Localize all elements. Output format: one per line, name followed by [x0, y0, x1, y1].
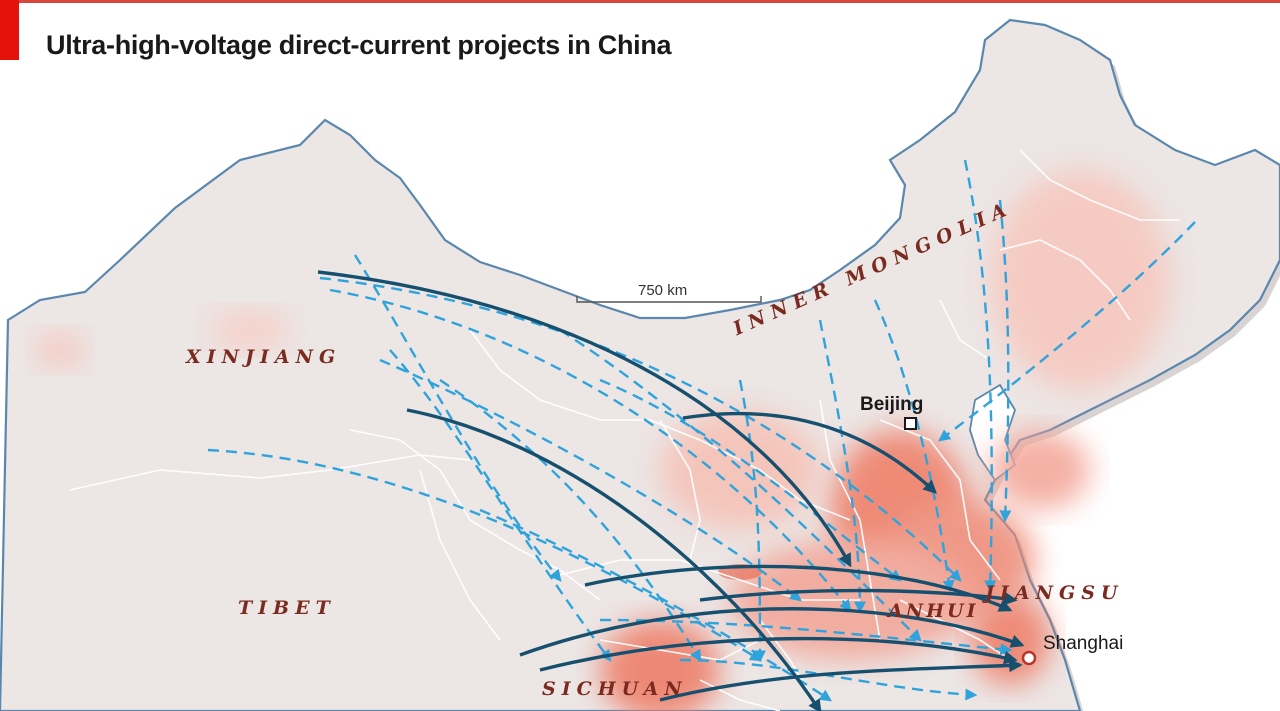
- dashed-line-3: [353, 254, 562, 582]
- shanghai-marker: [1021, 650, 1037, 666]
- solid-line-3: [682, 411, 937, 494]
- solid-line-6: [539, 636, 1018, 672]
- beijing-marker: [904, 417, 917, 430]
- solid-line-5: [519, 607, 1025, 657]
- dashed-line-4: [389, 349, 612, 662]
- solid-transmission-lines: [317, 270, 1025, 711]
- dashed-line-16: [599, 618, 1013, 656]
- map-title: Ultra-high-voltage direct-current projec…: [46, 30, 672, 60]
- solid-line-8: [699, 588, 1018, 606]
- dashed-line-14: [998, 199, 1012, 523]
- region-label-sichuan: SICHUAN: [542, 678, 688, 700]
- dashed-line-13: [963, 159, 997, 593]
- region-label-xinjiang: XINJIANG: [186, 346, 342, 368]
- solid-line-1: [317, 270, 852, 568]
- dashed-line-12: [873, 299, 955, 593]
- solid-line-7: [659, 658, 1023, 702]
- region-label-tibet: TIBET: [238, 597, 336, 619]
- population-density: [35, 170, 1170, 711]
- dashed-line-18: [479, 508, 832, 702]
- solid-line-4: [584, 564, 1013, 612]
- dashed-line-6: [207, 448, 763, 662]
- dashed-transmission-lines: [207, 159, 1196, 702]
- dashed-line-10: [738, 379, 766, 663]
- city-label-shanghai: Shanghai: [1043, 633, 1124, 654]
- dashed-line-15: [938, 221, 1196, 442]
- region-label-anhui: ANHUI: [888, 600, 979, 622]
- region-label-jiangsu: JIANGSU: [985, 582, 1124, 604]
- province-borders: [69, 149, 1180, 711]
- brand-tag: [0, 0, 19, 60]
- city-label-beijing: Beijing: [860, 394, 924, 415]
- dashed-line-11: [818, 319, 866, 614]
- solid-line-2: [406, 408, 822, 711]
- dashed-line-8: [559, 328, 922, 642]
- scale-bar: [576, 296, 762, 303]
- scale-label: 750 km: [638, 282, 688, 299]
- dashed-line-2: [329, 288, 852, 612]
- top-rule: [0, 0, 1280, 3]
- dashed-line-1: [319, 276, 962, 582]
- dashed-line-7: [439, 379, 702, 663]
